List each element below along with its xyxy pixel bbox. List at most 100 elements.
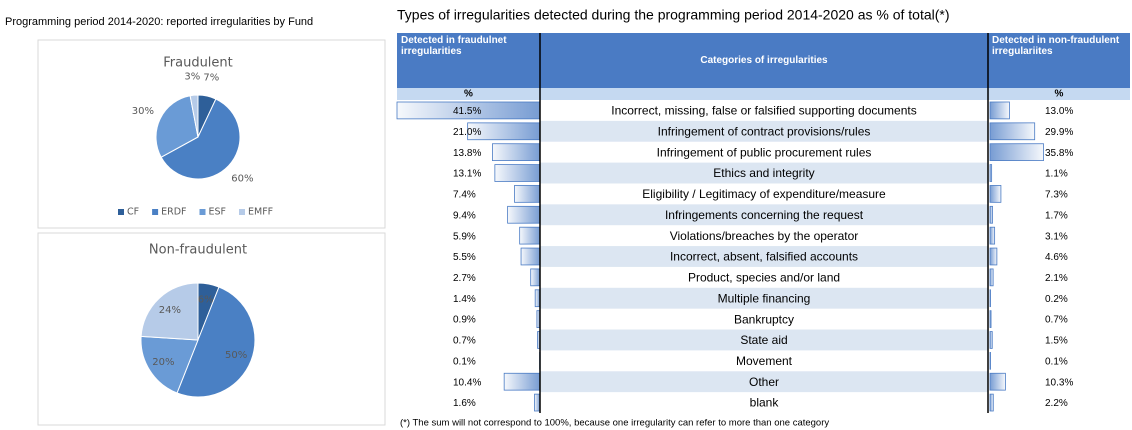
table-title: Types of irregularities detected during … — [397, 7, 950, 23]
category-cell: Infringements concerning the request — [665, 208, 864, 222]
value-cell: 1.5% — [1045, 336, 1068, 347]
value-cell: 13.8% — [453, 148, 481, 159]
data-bar — [494, 164, 541, 182]
value-cell: 10.4% — [453, 377, 481, 388]
row-band — [540, 246, 988, 267]
data-bar — [989, 101, 1010, 120]
value-cell: 5.9% — [453, 231, 476, 242]
unit-cell: % — [1055, 89, 1064, 100]
category-cell: Movement — [736, 354, 793, 368]
legend-label: ESF — [209, 207, 227, 218]
pie-label: 7% — [203, 73, 219, 84]
pie-label: 30% — [132, 106, 154, 117]
category-cell: Incorrect, missing, false or falsified s… — [611, 104, 916, 118]
data-bar — [989, 143, 1044, 162]
pie-slice — [155, 95, 199, 158]
pie-slice — [189, 94, 199, 138]
left-title: Programming period 2014-2020: reported i… — [5, 16, 313, 28]
row-band — [540, 204, 988, 226]
data-bar — [519, 226, 541, 245]
row-band — [540, 120, 988, 142]
value-cell: 0.2% — [1045, 294, 1068, 305]
data-bar — [989, 205, 993, 224]
legend-swatch — [152, 209, 159, 215]
category-cell: Eligibility / Legitimacy of expenditure/… — [642, 187, 886, 201]
pie-slice — [140, 282, 199, 341]
data-bar — [507, 205, 541, 224]
value-cell: 1.6% — [453, 398, 476, 409]
header-bg — [397, 33, 1130, 88]
pie-label: 60% — [231, 174, 253, 185]
pie-title: Fraudulent — [163, 56, 233, 71]
data-bar — [989, 164, 993, 182]
header-line: Detected in fraudulnet — [401, 35, 507, 46]
data-bar — [989, 331, 993, 349]
category-cell: Bankruptcy — [734, 312, 794, 326]
unit-row-bg — [397, 88, 1130, 100]
category-cell: Violations/breaches by the operator — [670, 229, 859, 243]
value-cell: 13.0% — [1045, 106, 1073, 117]
value-cell: 2.7% — [453, 273, 476, 284]
category-cell: Multiple financing — [718, 291, 811, 305]
category-cell: Infringement of public procurement rules — [657, 145, 872, 159]
data-bar — [534, 393, 541, 412]
value-cell: 7.4% — [453, 190, 476, 201]
data-bar — [514, 185, 541, 203]
value-cell: 0.9% — [453, 315, 476, 326]
value-cell: 9.4% — [453, 210, 476, 221]
header-line: Detected in non-fraudulent — [992, 35, 1120, 46]
value-cell: 2.1% — [1045, 273, 1068, 284]
value-cell: 2.2% — [1045, 398, 1068, 409]
value-cell: 10.3% — [1045, 377, 1073, 388]
data-bar — [989, 310, 992, 328]
pie-label: 24% — [159, 305, 181, 316]
legend-swatch — [118, 209, 124, 215]
value-cell: 21.0% — [453, 127, 481, 138]
value-cell: 0.7% — [1045, 315, 1068, 326]
value-cell: 13.1% — [453, 169, 481, 180]
header-line: irregulariites — [992, 46, 1053, 57]
legend-label: CF — [127, 207, 139, 218]
data-bar — [530, 268, 541, 287]
row-band — [540, 371, 988, 393]
value-cell: 35.8% — [1045, 148, 1073, 159]
value-cell: 7.3% — [1045, 190, 1068, 201]
header-cell: Detected in non-fraudulent irregulariites — [992, 35, 1120, 57]
data-bar — [503, 372, 541, 391]
pie-slice — [140, 335, 199, 394]
pie-slice — [176, 286, 256, 398]
footnote: (*) The sum will not correspond to 100%,… — [400, 418, 829, 429]
data-bar — [989, 247, 998, 266]
category-cell: Ethics and integrity — [713, 166, 814, 180]
value-cell: 3.1% — [1045, 231, 1068, 242]
data-bar — [989, 185, 1002, 203]
pie-label: 6% — [198, 295, 214, 306]
row-band — [540, 329, 988, 351]
header-cell: Categories of irregularities — [700, 55, 828, 66]
pie-title: Non-fraudulent — [149, 243, 247, 258]
value-cell: 1.7% — [1045, 210, 1068, 221]
category-cell: blank — [750, 396, 780, 410]
value-cell: 1.4% — [453, 294, 476, 305]
category-cell: Other — [749, 375, 779, 389]
pie-label: 20% — [152, 357, 174, 368]
value-cell: 4.6% — [1045, 252, 1068, 263]
category-cell: Incorrect, absent, falsified accounts — [670, 250, 858, 264]
value-cell: 0.1% — [1045, 356, 1068, 367]
pie-label: 3% — [184, 71, 200, 82]
pie-slice — [160, 98, 241, 180]
value-cell: 0.7% — [453, 336, 476, 347]
data-bar — [989, 226, 996, 245]
value-cell: 41.5% — [453, 106, 481, 117]
header-cell: Detected in fraudulnet irregularities — [401, 35, 507, 57]
data-bar — [492, 143, 541, 162]
category-cell: State aid — [740, 333, 787, 347]
legend-label: EMFF — [248, 207, 273, 218]
data-bar — [520, 247, 541, 266]
header-line: irregularities — [401, 46, 462, 57]
category-cell: Infringement of contract provisions/rule… — [658, 124, 871, 138]
data-bar — [989, 268, 994, 287]
legend-swatch — [199, 209, 206, 215]
data-bar — [989, 372, 1006, 391]
